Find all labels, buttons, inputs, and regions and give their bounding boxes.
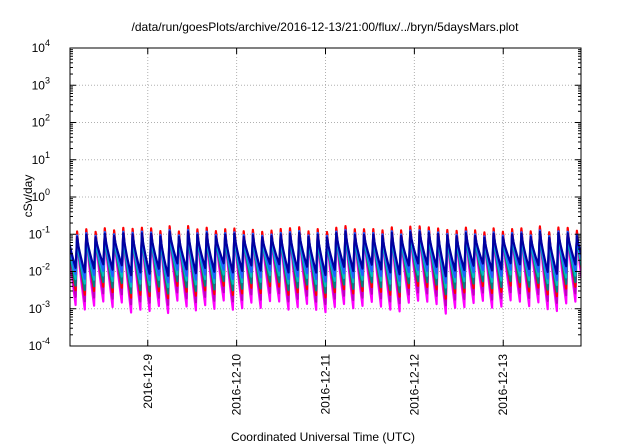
y-tick-label: 10-2 xyxy=(29,262,50,279)
x-tick-label: 2016-12-9 xyxy=(141,354,155,409)
x-tick-label: 2016-12-13 xyxy=(496,354,510,416)
x-tick-label: 2016-12-10 xyxy=(230,354,244,416)
y-tick-label: 10-1 xyxy=(29,224,50,241)
y-tick-label: 100 xyxy=(32,187,50,204)
y-tick-label: 102 xyxy=(32,113,50,130)
x-tick-label: 2016-12-11 xyxy=(319,354,333,415)
x-axis-label: Coordinated Universal Time (UTC) xyxy=(231,430,415,444)
y-tick-label: 104 xyxy=(32,38,50,55)
y-axis-label: cSv/day xyxy=(21,175,35,218)
y-tick-label: 10-3 xyxy=(29,299,50,316)
y-tick-label: 10-4 xyxy=(29,336,50,353)
chart-title: /data/run/goesPlots/archive/2016-12-13/2… xyxy=(132,20,520,34)
y-tick-label: 103 xyxy=(32,75,50,92)
series-group xyxy=(70,225,581,315)
series-line xyxy=(70,230,581,278)
x-tick-label: 2016-12-12 xyxy=(407,354,421,416)
y-tick-label: 101 xyxy=(32,150,50,167)
ticks: 104 103 102 101 100 10-1 10-2 10-3 10-4 2016-12-9… xyxy=(29,38,581,415)
